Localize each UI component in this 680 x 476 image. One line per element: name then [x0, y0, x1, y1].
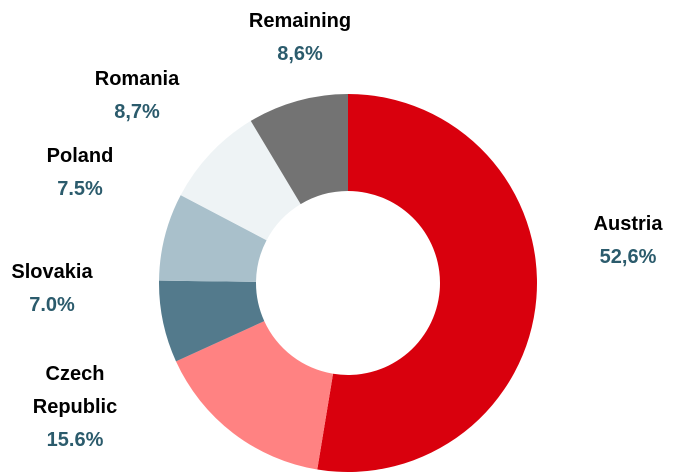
slice-label: Romania 8,7%: [77, 63, 197, 129]
category-name: Austria: [593, 213, 663, 235]
value-label: 8,6%: [277, 43, 323, 65]
slice: [250, 94, 348, 205]
slice: [317, 94, 538, 473]
slice-label: Slovakia 7.0%: [0, 256, 107, 322]
value-label: 8,7%: [114, 101, 160, 123]
value-label: 52,6%: [599, 246, 657, 268]
category-name: Slovakia: [11, 261, 93, 283]
slice: [175, 321, 334, 470]
value-label: 7.0%: [29, 294, 75, 316]
category-name: Romania: [94, 68, 180, 90]
value-label: 15.6%: [46, 429, 104, 451]
slice: [180, 120, 301, 241]
slice-label: Poland 7.5%: [25, 140, 135, 206]
slice-label: Austria 52,6%: [573, 208, 680, 274]
slice: [159, 195, 267, 282]
slice-label: Czech Republic 15.6%: [25, 358, 125, 457]
category-name: Remaining: [248, 10, 352, 32]
slice: [159, 280, 265, 362]
category-name: Poland: [46, 145, 114, 167]
category-name: Czech Republic: [32, 363, 118, 418]
value-label: 7.5%: [57, 178, 103, 200]
slice-label: Remaining 8,6%: [225, 5, 375, 71]
